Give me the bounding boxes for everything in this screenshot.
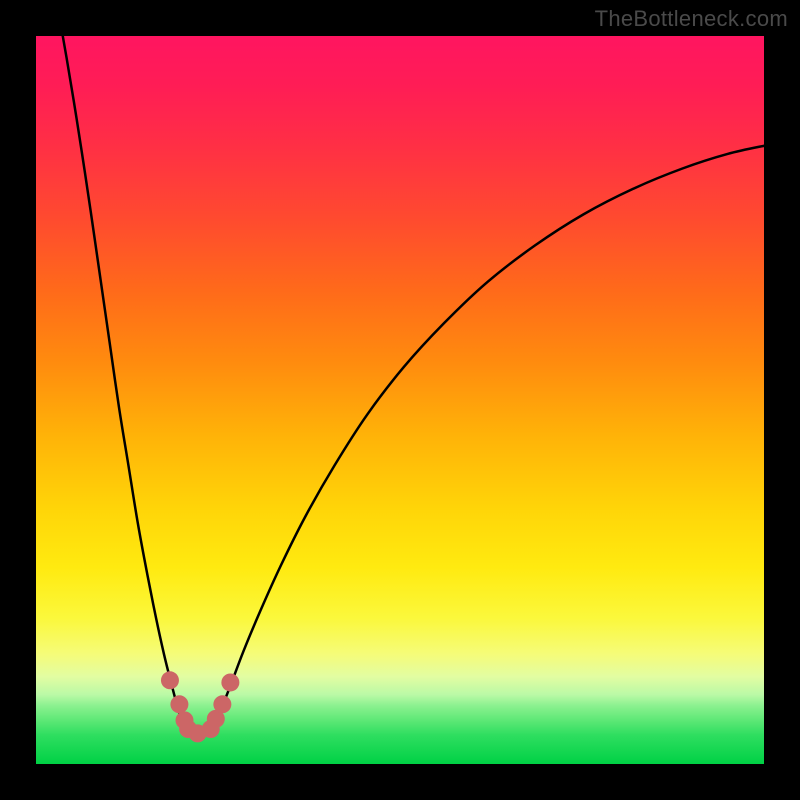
marker-point — [161, 671, 179, 689]
plot-svg — [36, 36, 764, 764]
marker-point — [213, 695, 231, 713]
gradient-backdrop — [36, 36, 764, 764]
marker-point — [170, 695, 188, 713]
watermark-text: TheBottleneck.com — [595, 6, 788, 32]
marker-point — [221, 673, 239, 691]
plot-area — [36, 36, 764, 764]
chart-container: TheBottleneck.com — [0, 0, 800, 800]
